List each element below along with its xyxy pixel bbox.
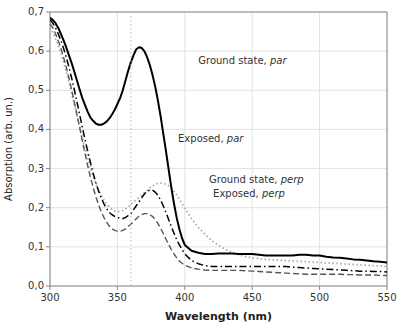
y-tick [46, 246, 50, 247]
y-tick-label: 0,5 [28, 84, 44, 95]
plot-frame [50, 12, 387, 286]
y-tick [46, 12, 50, 13]
y-tick-label: 0,0 [28, 280, 44, 291]
series-line [50, 18, 387, 263]
x-tick [387, 286, 388, 290]
grid-line [50, 90, 387, 91]
y-tick-label: 0,4 [28, 123, 44, 134]
grid-line [117, 12, 118, 286]
y-tick [46, 207, 50, 208]
plot-area [50, 12, 387, 286]
x-tick [252, 286, 253, 290]
reference-line [130, 12, 131, 286]
x-tick-label: 300 [40, 292, 59, 303]
x-tick [117, 286, 118, 290]
annotation: Ground state, perp [209, 174, 304, 185]
annotation-text: Exposed, [178, 133, 227, 144]
grid-line [50, 246, 387, 247]
annotation-text: Exposed, [213, 188, 262, 199]
series-line [50, 20, 387, 272]
x-tick-label: 500 [310, 292, 329, 303]
annotations: Ground state, parExposed, parGround stat… [178, 55, 304, 199]
x-axis-label: Wavelength (nm) [165, 310, 272, 323]
x-tick [319, 286, 320, 290]
axes: 0,0 0,1 0,2 0,3 0,4 0,5 0,6 0,7 300 350 400 450 500 5… [28, 6, 396, 303]
y-axis-label: Absorption (arb. un.) [3, 97, 14, 201]
y-tick-label: 0,2 [28, 202, 44, 213]
annotation-text: Ground state, [209, 174, 281, 185]
x-tick [184, 286, 185, 290]
y-tick [46, 51, 50, 52]
grid-line [50, 51, 387, 52]
x-tick-label: 550 [377, 292, 396, 303]
annotation-italic: par [226, 133, 244, 144]
y-tick [46, 286, 50, 287]
annotation-italic: par [269, 55, 287, 66]
x-tick-label: 400 [175, 292, 194, 303]
y-tick [46, 129, 50, 130]
series-line [50, 24, 387, 276]
y-tick-label: 0,3 [28, 163, 44, 174]
annotation: Exposed, par [178, 133, 244, 144]
annotation-text: Ground state, [198, 55, 270, 66]
series-line [50, 28, 387, 267]
grid-line [319, 12, 320, 286]
grid-line [50, 129, 387, 130]
annotation: Ground state, par [198, 55, 287, 66]
grid-line [252, 12, 253, 286]
y-tick-label: 0,6 [28, 45, 44, 56]
x-tick [50, 286, 51, 290]
y-tick-label: 0,1 [28, 241, 44, 252]
grid-line [50, 168, 387, 169]
x-tick-label: 350 [108, 292, 127, 303]
y-tick [46, 168, 50, 169]
grid [50, 12, 387, 286]
chart: 0,0 0,1 0,2 0,3 0,4 0,5 0,6 0,7 300 350 400 450 500 5… [0, 0, 401, 328]
annotation-italic: perp [261, 188, 285, 199]
x-tick-label: 450 [243, 292, 262, 303]
y-tick [46, 90, 50, 91]
annotation-italic: perp [280, 174, 304, 185]
y-tick-label: 0,7 [28, 6, 44, 17]
annotation: Exposed, perp [213, 188, 285, 199]
